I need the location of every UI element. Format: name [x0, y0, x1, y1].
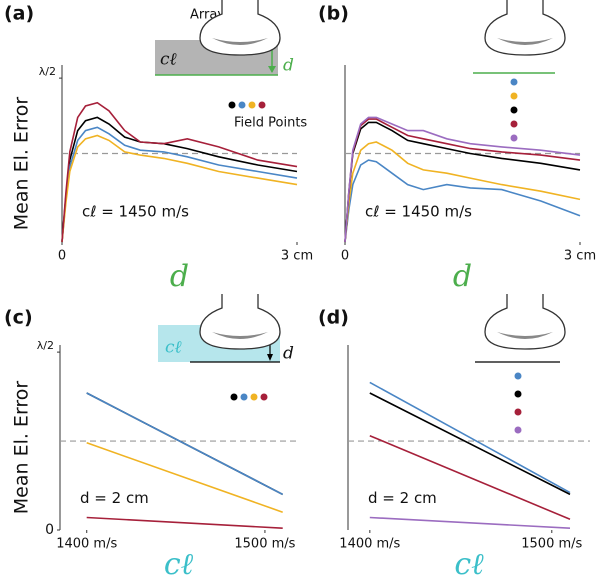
icons	[199, 0, 566, 350]
x-tick-label: 3 cm	[564, 249, 596, 264]
series-line	[344, 121, 581, 243]
x-tick-label: 3 cm	[281, 249, 313, 264]
field-point	[510, 134, 518, 142]
series-line	[61, 134, 298, 243]
x-tick-label: 1500 m/s	[234, 537, 295, 552]
panel-label: (d)	[318, 307, 349, 329]
transducer	[484, 0, 566, 56]
field-point	[514, 372, 522, 380]
inset-label: cℓ	[165, 338, 182, 358]
arrow-head	[267, 354, 273, 361]
field-point	[228, 101, 236, 109]
series-line	[369, 434, 571, 521]
x-axis-label: cℓ	[454, 547, 484, 580]
series-line	[344, 141, 581, 243]
series-line	[344, 116, 581, 243]
x-axis-label: d	[170, 259, 189, 294]
arrow-head	[268, 66, 276, 73]
field-point	[250, 393, 258, 401]
transducer	[199, 294, 281, 350]
x-axis-label: cℓ	[164, 547, 194, 580]
panel-label: (c)	[4, 307, 33, 329]
field-point	[230, 393, 238, 401]
field-point	[514, 426, 522, 434]
series-line	[344, 159, 581, 243]
transducer	[484, 294, 566, 350]
array-element	[497, 38, 553, 45]
y-axis-label: Mean El. Error	[11, 97, 33, 231]
x-tick-label: 1400 m/s	[56, 537, 117, 552]
series-line	[61, 126, 298, 243]
field-point	[260, 393, 268, 401]
field-point	[258, 101, 266, 109]
x-tick-label: 1400 m/s	[339, 537, 400, 552]
inset-label: d	[283, 344, 294, 364]
field-point	[248, 101, 256, 109]
field-point	[514, 390, 522, 398]
series-line	[369, 381, 571, 494]
array-element	[497, 332, 553, 339]
array-element	[212, 38, 268, 45]
field-point	[510, 92, 518, 100]
y-tick-label: λ/2	[37, 339, 54, 352]
field-point	[510, 78, 518, 86]
y-tick-label: 0	[45, 522, 54, 538]
field-point	[510, 120, 518, 128]
panel-label: (a)	[4, 3, 34, 25]
array-element	[212, 332, 268, 339]
x-tick-label: 1500 m/s	[521, 537, 582, 552]
series-line	[344, 118, 581, 243]
inset-label: cℓ	[160, 50, 177, 70]
annotation: cℓ = 1450 m/s	[365, 202, 472, 220]
series-line	[369, 516, 571, 529]
field-point	[238, 101, 246, 109]
series-line	[369, 392, 571, 496]
series-line	[86, 442, 283, 513]
inset-label: d	[283, 56, 294, 76]
annotation: d = 2 cm	[80, 489, 149, 507]
annotation: cℓ = 1450 m/s	[82, 202, 189, 220]
inset-label: Field Points	[234, 116, 307, 131]
panel-label: (b)	[318, 3, 349, 25]
x-axis-label: d	[453, 259, 472, 294]
field-point	[510, 106, 518, 114]
annotation: d = 2 cm	[368, 489, 437, 507]
field-point	[240, 393, 248, 401]
x-tick-label: 0	[341, 249, 349, 264]
y-tick-label: λ/2	[39, 65, 56, 78]
x-tick-label: 0	[58, 249, 66, 264]
y-axis-label: Mean El. Error	[11, 381, 33, 515]
series-line	[86, 392, 284, 496]
series-line	[61, 101, 298, 243]
field-point	[514, 408, 522, 416]
series-line	[86, 516, 283, 529]
series-line	[61, 116, 298, 243]
